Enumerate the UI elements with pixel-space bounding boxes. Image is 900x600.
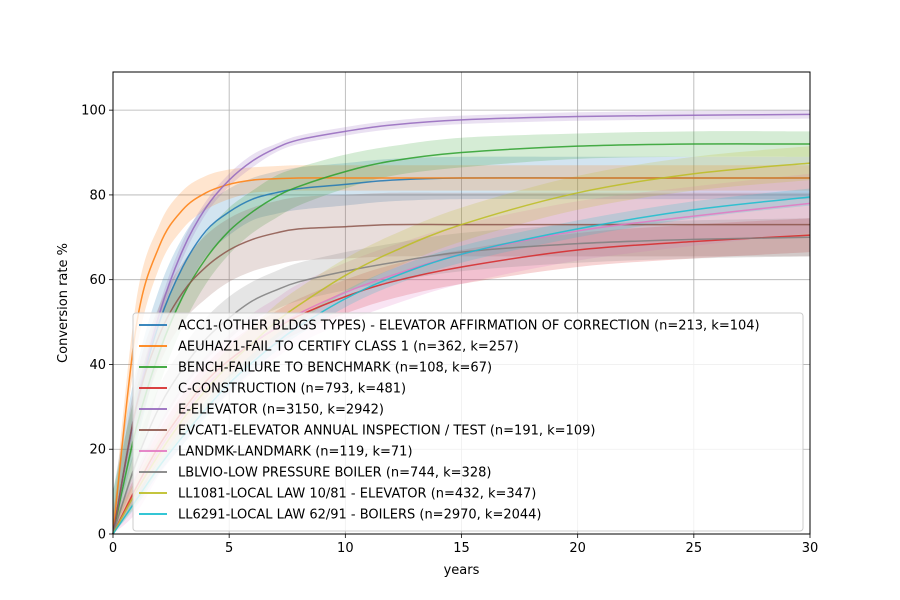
y-tick-label: 80 xyxy=(89,188,106,203)
legend-label-5: EVCAT1-ELEVATOR ANNUAL INSPECTION / TEST… xyxy=(178,424,595,439)
confidence-band-5 xyxy=(113,192,810,534)
x-tick-label: 10 xyxy=(337,541,354,556)
legend-label-0: ACC1-(OTHER BLDGS TYPES) - ELEVATOR AFFI… xyxy=(178,319,760,334)
y-axis-label: Conversion rate % xyxy=(56,243,71,363)
x-tick-label: 20 xyxy=(569,541,586,556)
legend-box xyxy=(132,312,804,532)
legend-label-1: AEUHAZ1-FAIL TO CERTIFY CLASS 1 (n=362, … xyxy=(178,340,519,355)
legend-label-7: LBLVIO-LOW PRESSURE BOILER (n=744, k=328… xyxy=(178,466,491,481)
confidence-band-0 xyxy=(113,156,810,534)
y-tick-label: 20 xyxy=(89,443,106,458)
x-tick-label: 25 xyxy=(686,541,703,556)
x-tick-label: 0 xyxy=(109,541,117,556)
y-tick-label: 100 xyxy=(81,104,106,119)
y-tick-label: 40 xyxy=(89,358,106,373)
axis-ticks: 0 5 10 15 20 25 30 0 20 40 60 80 100 xyxy=(81,104,818,556)
legend-label-6: LANDMK-LANDMARK (n=119, k=71) xyxy=(178,445,413,460)
confidence-band-7 xyxy=(113,218,810,535)
y-tick-label: 0 xyxy=(98,528,106,543)
confidence-band-1 xyxy=(113,165,810,534)
legend-label-2: BENCH-FAILURE TO BENCHMARK (n=108, k=67) xyxy=(178,361,492,376)
legend-label-8: LL1081-LOCAL LAW 10/81 - ELEVATOR (n=432… xyxy=(178,487,536,502)
series-line-1 xyxy=(112,177,810,535)
legend-label-3: C-CONSTRUCTION (n=793, k=481) xyxy=(178,382,406,397)
legend: ACC1-(OTHER BLDGS TYPES) - ELEVATOR AFFI… xyxy=(132,312,804,532)
x-axis-label: years xyxy=(444,563,480,578)
confidence-band-3 xyxy=(113,218,810,535)
legend-label-9: LL6291-LOCAL LAW 62/91 - BOILERS (n=2970… xyxy=(178,508,542,523)
x-tick-label: 5 xyxy=(225,541,233,556)
x-tick-label: 15 xyxy=(453,541,470,556)
x-tick-label: 30 xyxy=(802,541,819,556)
legend-label-4: E-ELEVATOR (n=3150, k=2942) xyxy=(178,403,384,418)
y-tick-label: 60 xyxy=(89,273,106,288)
